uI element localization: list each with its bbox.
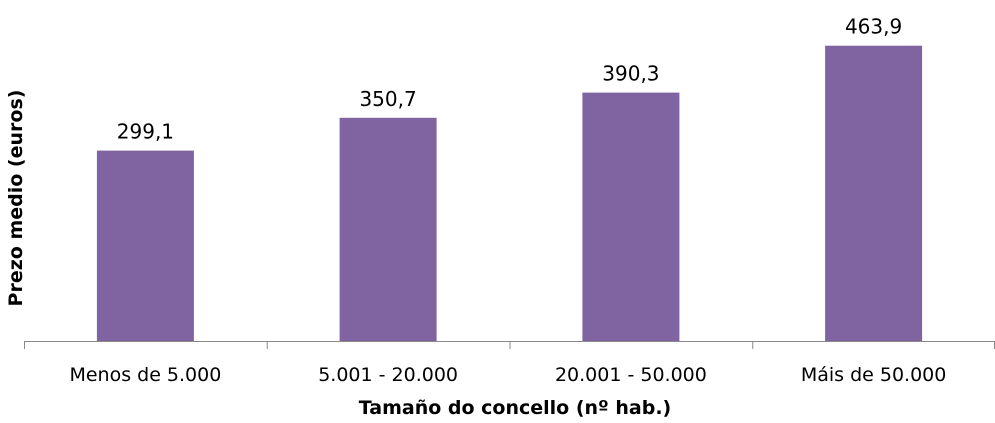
x-axis: [24, 341, 995, 349]
x-tick-labels: Menos de 5.000 5.001 - 20.000 20.001 - 50.…: [69, 364, 946, 386]
bar-1: [96, 150, 194, 341]
y-axis-title: Prezo medio (euros): [5, 90, 27, 307]
x-axis-title: Tamaño do concello (nº hab.): [359, 397, 672, 419]
bars-layer: [96, 45, 923, 341]
bar-3: [582, 92, 680, 341]
bar-2: [339, 117, 437, 341]
x-tick-label-3: 20.001 - 50.000: [555, 364, 707, 386]
value-label-4: 463,9: [845, 15, 902, 39]
bar-4: [825, 45, 923, 341]
x-tick-label-2: 5.001 - 20.000: [318, 364, 458, 386]
value-label-2: 350,7: [359, 87, 416, 111]
value-label-3: 390,3: [602, 62, 659, 86]
value-label-1: 299,1: [117, 120, 174, 144]
x-tick-label-4: Máis de 50.000: [801, 364, 947, 386]
x-tick-label-1: Menos de 5.000: [69, 364, 221, 386]
value-labels-layer: 299,1 350,7 390,3 463,9: [117, 15, 902, 144]
